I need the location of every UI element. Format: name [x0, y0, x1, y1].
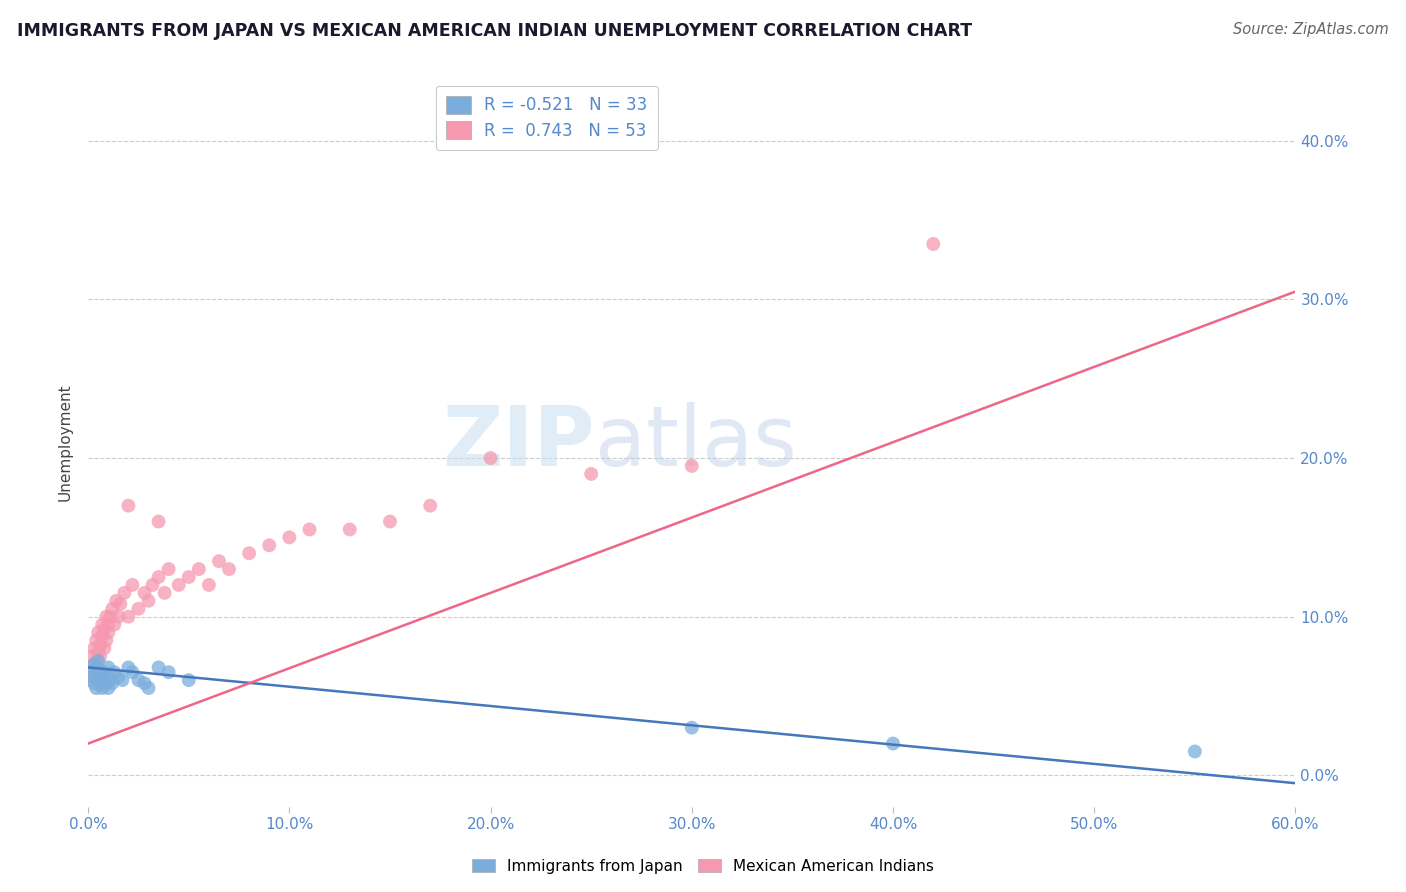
Point: [121, 578, 143, 592]
Point: [117, 499, 139, 513]
Point: [96, 609, 118, 624]
Point: [83, 676, 105, 690]
Point: [96, 633, 118, 648]
Point: [83, 657, 105, 672]
Point: [103, 665, 125, 680]
Point: [101, 676, 124, 690]
Point: [93, 673, 115, 687]
Point: [93, 641, 115, 656]
Point: [91, 681, 114, 695]
Point: [107, 609, 129, 624]
Point: [83, 657, 105, 672]
Point: [579, 467, 602, 481]
Point: [479, 451, 502, 466]
Point: [98, 609, 121, 624]
Point: [79, 673, 101, 687]
Point: [105, 594, 128, 608]
Point: [110, 597, 132, 611]
Point: [121, 665, 143, 680]
Text: Source: ZipAtlas.com: Source: ZipAtlas.com: [1233, 22, 1389, 37]
Point: [148, 660, 170, 674]
Point: [681, 721, 703, 735]
Point: [84, 654, 107, 668]
Point: [148, 570, 170, 584]
Point: [167, 578, 190, 592]
Point: [93, 623, 115, 637]
Point: [134, 676, 156, 690]
Text: ZIP: ZIP: [443, 401, 595, 483]
Point: [97, 681, 120, 695]
Point: [257, 538, 280, 552]
Point: [177, 673, 200, 687]
Point: [208, 554, 231, 568]
Point: [419, 499, 441, 513]
Point: [278, 530, 301, 544]
Point: [153, 586, 176, 600]
Point: [117, 609, 139, 624]
Point: [339, 523, 361, 537]
Legend: Immigrants from Japan, Mexican American Indians: Immigrants from Japan, Mexican American …: [465, 853, 941, 880]
Point: [157, 562, 180, 576]
Point: [218, 562, 240, 576]
Point: [112, 586, 135, 600]
Point: [89, 649, 111, 664]
Point: [89, 665, 111, 680]
Point: [127, 601, 149, 615]
Point: [93, 665, 115, 680]
Point: [84, 633, 107, 648]
Point: [138, 681, 160, 695]
Point: [111, 673, 134, 687]
Point: [148, 515, 170, 529]
Point: [157, 665, 180, 680]
Point: [79, 665, 101, 680]
Point: [87, 644, 110, 658]
Legend: R = -0.521   N = 33, R =  0.743   N = 53: R = -0.521 N = 33, R = 0.743 N = 53: [436, 86, 658, 150]
Point: [97, 617, 120, 632]
Y-axis label: Unemployment: Unemployment: [58, 384, 72, 501]
Point: [922, 237, 945, 252]
Point: [107, 670, 129, 684]
Point: [177, 570, 200, 584]
Point: [1184, 744, 1206, 758]
Point: [681, 458, 703, 473]
Point: [141, 578, 163, 592]
Text: IMMIGRANTS FROM JAPAN VS MEXICAN AMERICAN INDIAN UNEMPLOYMENT CORRELATION CHART: IMMIGRANTS FROM JAPAN VS MEXICAN AMERICA…: [17, 22, 972, 40]
Point: [89, 676, 111, 690]
Point: [84, 681, 107, 695]
Point: [96, 676, 118, 690]
Point: [97, 660, 120, 674]
Point: [82, 660, 104, 674]
Point: [138, 594, 160, 608]
Point: [83, 641, 105, 656]
Point: [117, 660, 139, 674]
Point: [91, 629, 114, 643]
Point: [101, 601, 124, 615]
Point: [87, 625, 110, 640]
Point: [378, 515, 401, 529]
Point: [82, 649, 104, 664]
Point: [882, 737, 904, 751]
Point: [134, 586, 156, 600]
Point: [87, 673, 110, 687]
Point: [97, 625, 120, 640]
Point: [98, 673, 121, 687]
Point: [127, 673, 149, 687]
Point: [84, 660, 107, 674]
Point: [187, 562, 209, 576]
Text: atlas: atlas: [595, 401, 797, 483]
Point: [89, 638, 111, 652]
Point: [91, 670, 114, 684]
Point: [198, 578, 221, 592]
Point: [298, 523, 321, 537]
Point: [238, 546, 260, 560]
Point: [87, 654, 110, 668]
Point: [82, 670, 104, 684]
Point: [103, 617, 125, 632]
Point: [91, 617, 114, 632]
